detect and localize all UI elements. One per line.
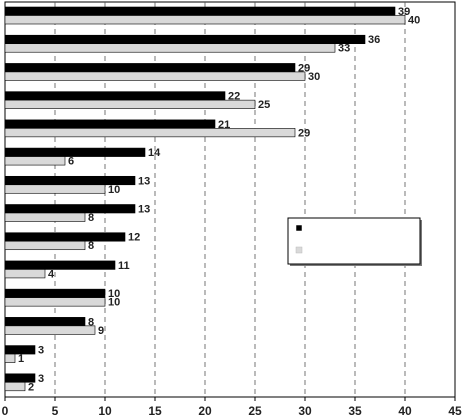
data-label-series-2: 29 <box>298 127 310 139</box>
bar-series-1 <box>4 63 296 73</box>
data-label-series-2: 1 <box>18 353 24 365</box>
data-label-series-2: 10 <box>108 297 120 309</box>
data-label-series-2: 33 <box>338 43 350 55</box>
data-label-series-1: 10 <box>108 288 120 300</box>
data-label-series-1: 3 <box>38 373 44 385</box>
x-tick-label: 10 <box>98 404 112 418</box>
data-label-series-1: 29 <box>298 62 310 74</box>
data-label-series-1: 12 <box>128 232 140 244</box>
data-label-series-1: 22 <box>228 91 240 103</box>
x-tick-label: 45 <box>448 404 462 418</box>
bar-series-2 <box>4 269 46 279</box>
bar-series-1 <box>4 260 116 270</box>
data-label-series-1: 3 <box>38 345 44 357</box>
bar-series-2 <box>4 99 256 109</box>
data-label-series-2: 9 <box>98 325 104 337</box>
bar-series-1 <box>4 317 86 327</box>
bar-series-2 <box>4 128 296 138</box>
x-tick-label: 30 <box>298 404 312 418</box>
data-label-series-2: 30 <box>308 71 320 83</box>
x-tick-label: 20 <box>198 404 212 418</box>
data-label-series-1: 11 <box>118 260 130 272</box>
plot-frame <box>4 1 456 398</box>
x-tick-label: 15 <box>148 404 162 418</box>
bar-series-2 <box>4 15 406 25</box>
bar-series-1 <box>4 288 106 298</box>
data-label-series-2: 8 <box>88 212 94 224</box>
bar-series-2 <box>4 240 86 251</box>
data-label-series-1: 39 <box>398 6 410 18</box>
data-label-series-1: 13 <box>138 204 150 216</box>
legend-box <box>287 217 421 265</box>
bar-series-2 <box>4 71 306 81</box>
x-tick-label: 40 <box>398 404 412 418</box>
x-tick-label: 5 <box>52 404 59 418</box>
x-tick-label: 35 <box>348 404 362 418</box>
data-label-series-1: 36 <box>368 34 380 46</box>
bar-series-1 <box>4 6 396 16</box>
legend-swatch <box>295 224 303 232</box>
data-label-series-2: 25 <box>258 99 270 111</box>
x-tick-label: 0 <box>2 404 9 418</box>
data-label-series-2: 2 <box>28 381 34 393</box>
bar-series-2 <box>4 297 106 307</box>
data-label-series-2: 6 <box>68 156 74 168</box>
data-label-series-2: 40 <box>408 15 420 27</box>
legend-swatch <box>295 246 303 254</box>
data-label-series-1: 14 <box>148 147 161 159</box>
bar-series-1 <box>4 119 216 129</box>
data-label-series-1: 8 <box>88 316 94 328</box>
bar-series-2 <box>4 353 16 363</box>
bar-series-2 <box>4 184 106 194</box>
bar-series-2 <box>4 212 86 222</box>
data-label-series-1: 13 <box>138 175 150 187</box>
data-label-series-2: 4 <box>48 268 55 280</box>
x-tick-label: 25 <box>248 404 262 418</box>
bar-series-1 <box>4 345 36 355</box>
bar-series-2 <box>4 325 96 335</box>
bar-series-1 <box>4 147 146 157</box>
bar-series-1 <box>4 34 366 45</box>
bar-series-2 <box>4 43 336 53</box>
bar-series-2 <box>4 381 26 392</box>
bar-series-1 <box>4 91 226 101</box>
bar-series-1 <box>4 232 126 242</box>
data-label-series-1: 21 <box>218 119 230 131</box>
bar-series-2 <box>4 156 66 166</box>
bar-series-1 <box>4 204 136 214</box>
data-label-series-2: 8 <box>88 240 94 252</box>
data-label-series-2: 10 <box>108 184 120 196</box>
